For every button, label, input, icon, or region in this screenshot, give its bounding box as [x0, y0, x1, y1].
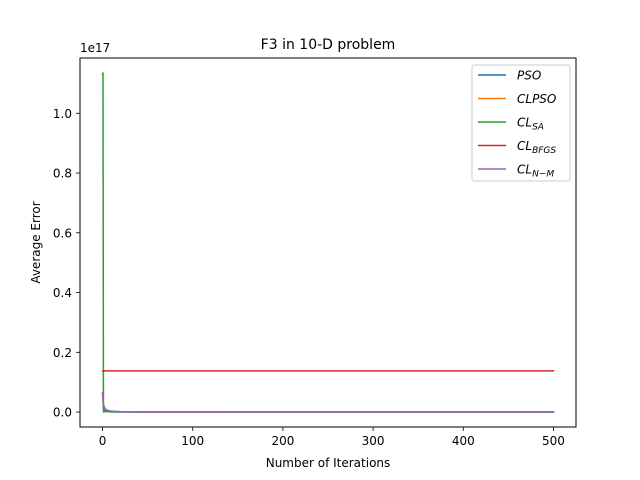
x-tick-label: 300	[362, 434, 385, 448]
x-tick-label: 500	[542, 434, 565, 448]
x-tick-label: 400	[452, 434, 475, 448]
y-tick-label: 0.8	[53, 167, 72, 181]
x-axis-label: Number of Iterations	[266, 456, 391, 470]
legend-label-1: CLPSO	[517, 92, 556, 106]
x-tick-label: 100	[181, 434, 204, 448]
y-tick-label: 0.0	[53, 406, 72, 420]
y-tick-label: 0.4	[53, 286, 72, 300]
x-tick-label: 0	[99, 434, 107, 448]
chart-title: F3 in 10-D problem	[261, 37, 396, 53]
y-axis-label: Average Error	[29, 201, 43, 283]
legend-label-0: PSO	[517, 69, 541, 83]
y-tick-label: 0.2	[53, 346, 72, 360]
y-tick-label: 1.0	[53, 107, 72, 121]
y-axis-offset-label: 1e17	[80, 41, 110, 55]
x-tick-label: 200	[271, 434, 294, 448]
y-tick-label: 0.6	[53, 226, 72, 240]
